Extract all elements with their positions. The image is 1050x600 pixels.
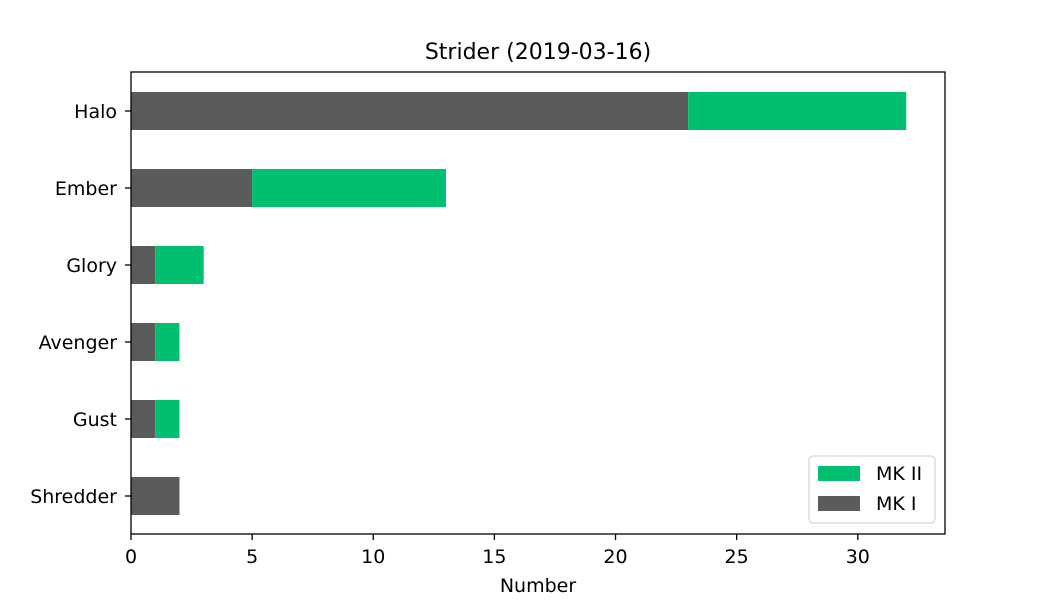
x-tick-label: 15: [482, 546, 506, 568]
y-tick-label: Shredder: [30, 486, 117, 508]
x-tick-label: 25: [725, 546, 749, 568]
bar-ember-mk-i: [131, 169, 253, 207]
bar-shredder-mk-i: [131, 477, 180, 515]
bar-halo-mk-i: [131, 92, 689, 130]
legend: MK II MK I: [808, 455, 936, 524]
bar-gust-mk-i: [131, 400, 156, 438]
x-tick-label: 30: [846, 546, 870, 568]
y-tick-label: Gust: [73, 409, 117, 431]
y-tick-label: Avenger: [39, 332, 118, 354]
y-tick-label: Ember: [55, 178, 117, 200]
x-axis-label: Number: [500, 575, 577, 597]
bar-avenger-mk-ii: [155, 323, 180, 361]
legend-swatch: [818, 496, 860, 511]
bar-glory-mk-i: [131, 246, 156, 284]
x-tick-label: 20: [603, 546, 627, 568]
bar-glory-mk-ii: [155, 246, 204, 284]
x-tick-label: 10: [361, 546, 385, 568]
x-tick-label: 5: [246, 546, 258, 568]
legend-label: MK I: [876, 493, 917, 515]
bar-gust-mk-ii: [155, 400, 180, 438]
bar-avenger-mk-i: [131, 323, 156, 361]
bar-halo-mk-ii: [688, 92, 907, 130]
legend-label: MK II: [876, 463, 922, 485]
y-axis: Shredder Gust Avenger Glory Ember Halo: [30, 101, 131, 508]
x-tick-label: 0: [125, 546, 137, 568]
plot-frame: [130, 71, 946, 535]
bars: [131, 92, 907, 515]
y-tick-label: Halo: [74, 101, 117, 123]
legend-swatch: [818, 466, 860, 481]
x-axis: 0 5 10 15 20 25 30: [125, 534, 870, 568]
y-tick-label: Glory: [66, 255, 117, 277]
bar-ember-mk-ii: [252, 169, 446, 207]
chart-title: Strider (2019-03-16): [425, 40, 651, 65]
